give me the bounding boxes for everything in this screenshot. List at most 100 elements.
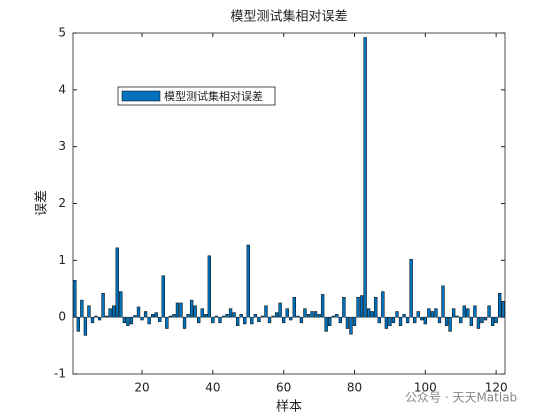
watermark: 公众号 · 天天Matlab [405, 391, 517, 405]
bar [218, 316, 222, 324]
bar [211, 316, 215, 324]
bar [239, 314, 243, 318]
bar [398, 316, 403, 326]
bar [427, 308, 431, 318]
x-tick-label: 100 [414, 381, 437, 395]
bar [204, 314, 208, 318]
bar [235, 316, 240, 326]
bar [182, 316, 187, 329]
bar [101, 293, 105, 318]
bar [292, 297, 296, 318]
bar [246, 244, 250, 318]
bar [384, 316, 389, 329]
bar [441, 285, 445, 318]
bar [331, 315, 335, 318]
bar [126, 316, 130, 326]
bar [197, 316, 201, 324]
bar [225, 314, 229, 318]
bar [186, 314, 190, 318]
bar [416, 311, 420, 318]
bar [221, 315, 226, 318]
bar [289, 316, 293, 321]
y-axis-label: 误差 [35, 190, 50, 216]
bar [257, 316, 261, 322]
bar [395, 311, 399, 318]
bar [476, 316, 481, 329]
bar [274, 312, 279, 318]
bar [165, 316, 169, 329]
bar [90, 316, 95, 324]
bar [278, 302, 282, 318]
bar [161, 275, 165, 318]
bar [73, 279, 77, 318]
bar [285, 308, 289, 318]
bar [363, 37, 367, 318]
bar [119, 291, 123, 318]
bar [356, 297, 360, 318]
bar [207, 255, 211, 318]
bar [200, 308, 204, 318]
bar [423, 316, 427, 325]
bar [87, 305, 91, 318]
bar [324, 316, 328, 332]
bar [172, 314, 176, 318]
bar [260, 315, 265, 318]
x-tick-label: 120 [485, 381, 508, 395]
x-tick-label: 20 [134, 381, 149, 395]
bar [367, 308, 371, 318]
bar [388, 316, 392, 326]
bar [296, 315, 300, 318]
bar [501, 301, 505, 318]
bar [459, 316, 463, 324]
bar [168, 315, 173, 318]
y-tick-label: 0 [58, 310, 66, 324]
bar [451, 308, 456, 318]
bar [108, 308, 112, 318]
bar [381, 291, 385, 318]
bar [282, 316, 286, 324]
y-tick-label: 4 [58, 82, 66, 96]
bar [214, 315, 219, 318]
bar [83, 316, 88, 336]
bar [306, 314, 311, 318]
bar [104, 315, 109, 318]
bar [122, 316, 127, 324]
bar [317, 314, 321, 318]
bar [179, 302, 183, 318]
bar [405, 316, 410, 324]
y-tick-label: 3 [58, 139, 66, 153]
x-tick-label: 40 [205, 381, 220, 395]
bar [349, 316, 353, 335]
bar [303, 308, 307, 318]
chart-title: 模型测试集相对误差 [230, 9, 347, 25]
bar [377, 316, 381, 324]
bar [420, 316, 424, 321]
bar [437, 316, 442, 324]
bar [158, 316, 162, 322]
bar [430, 311, 435, 318]
bar [147, 316, 151, 325]
bar [374, 297, 378, 318]
bar [490, 316, 495, 326]
bar [264, 305, 268, 318]
bar [154, 312, 158, 318]
bar [402, 314, 406, 318]
bar [313, 311, 318, 318]
bar [352, 316, 357, 326]
bar [136, 306, 141, 318]
bar [409, 258, 413, 318]
bar [151, 314, 155, 318]
bar [80, 299, 84, 318]
y-tick-label: -1 [54, 367, 66, 381]
bar [345, 316, 350, 329]
legend-swatch [121, 90, 161, 102]
bar [267, 316, 272, 324]
bar [143, 311, 148, 318]
bar [469, 316, 474, 326]
bar [76, 316, 80, 332]
y-tick-label: 1 [58, 253, 66, 267]
bar [370, 311, 374, 318]
bar [115, 247, 119, 318]
bar [391, 316, 396, 324]
